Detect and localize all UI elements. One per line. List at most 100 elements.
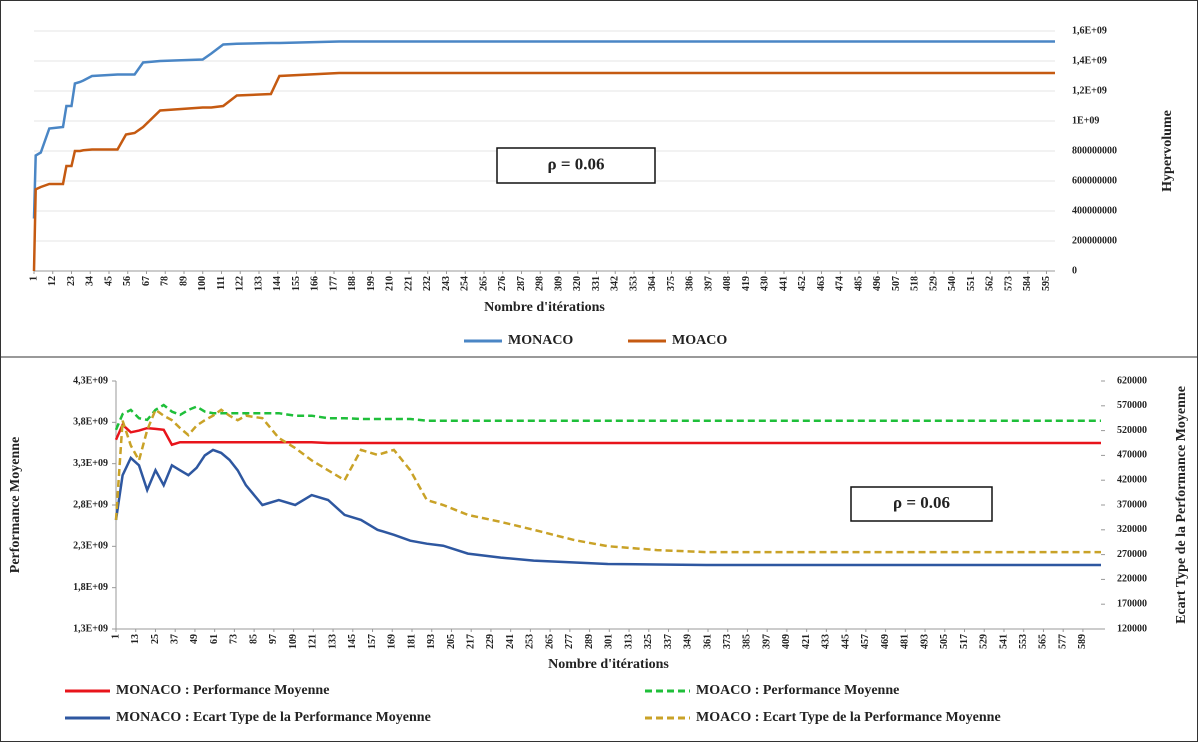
x-tick-label: 551	[966, 276, 977, 291]
legend-label: MOACO	[672, 333, 727, 348]
y2-tick-label: 620000	[1117, 375, 1147, 386]
x-tick-label: 485	[853, 276, 864, 291]
x-tick-label: 349	[683, 634, 694, 649]
x-tick-label: 277	[564, 634, 575, 649]
y-axis-label: Hypervolume	[1160, 110, 1175, 192]
x-tick-label: 573	[1003, 276, 1014, 291]
x-tick-label: 469	[880, 634, 891, 649]
x-tick-label: 452	[797, 276, 808, 291]
x-tick-label: 577	[1057, 634, 1068, 649]
x-tick-label: 320	[572, 276, 583, 291]
x-tick-label: 375	[666, 276, 677, 291]
x-tick-label: 155	[291, 276, 302, 291]
x-tick-label: 337	[663, 634, 674, 649]
x-tick-label: 419	[741, 276, 752, 291]
x-tick-label: 243	[441, 276, 452, 291]
y-tick-label: 0	[1072, 265, 1077, 276]
x-tick-label: 584	[1022, 276, 1033, 291]
series-line	[114, 403, 1101, 431]
x-tick-label: 144	[272, 276, 283, 291]
x-tick-label: 121	[308, 634, 319, 649]
x-axis-label: Nombre d'itérations	[548, 657, 669, 672]
x-tick-label: 265	[478, 276, 489, 291]
x-tick-label: 373	[722, 634, 733, 649]
x-tick-label: 595	[1041, 276, 1052, 291]
legend-label: MONACO : Ecart Type de la Performance Mo…	[116, 710, 431, 725]
x-tick-label: 232	[422, 276, 433, 291]
x-tick-label: 181	[406, 634, 417, 649]
series-line	[114, 448, 1101, 567]
x-tick-label: 25	[150, 634, 161, 644]
x-tick-label: 507	[891, 276, 902, 291]
x-tick-label: 397	[703, 276, 714, 291]
x-tick-label: 517	[959, 634, 970, 649]
legend-label: MONACO : Performance Moyenne	[116, 683, 329, 698]
x-tick-label: 199	[366, 276, 377, 291]
x-tick-label: 169	[387, 634, 398, 649]
x-tick-label: 289	[584, 634, 595, 649]
y2-tick-label: 520000	[1117, 425, 1147, 436]
x-tick-label: 474	[835, 276, 846, 291]
x-tick-label: 253	[525, 634, 536, 649]
y2-tick-label: 120000	[1117, 623, 1147, 634]
x-tick-label: 45	[103, 276, 114, 286]
x-tick-label: 421	[801, 634, 812, 649]
y-tick-label: 1,2E+09	[1072, 85, 1107, 96]
x-tick-label: 109	[288, 634, 299, 649]
annotation-box	[850, 486, 993, 522]
x-tick-label: 229	[485, 634, 496, 649]
legend-label: MOACO : Performance Moyenne	[696, 683, 899, 698]
x-tick-label: 361	[702, 634, 713, 649]
x-tick-label: 589	[1077, 634, 1088, 649]
y-tick-label: 800000000	[1072, 145, 1117, 156]
x-tick-label: 177	[328, 276, 339, 291]
x-tick-label: 122	[235, 276, 246, 291]
y2-tick-label: 270000	[1117, 549, 1147, 560]
x-tick-label: 441	[778, 276, 789, 291]
x-tick-label: 100	[197, 276, 208, 291]
x-tick-label: 445	[840, 634, 851, 649]
y-tick-label: 1,4E+09	[1072, 55, 1107, 66]
x-tick-label: 313	[623, 634, 634, 649]
y2-axis-label: Ecart Type de la Performance Moyenne	[1174, 386, 1189, 624]
y-tick-label: 3,3E+09	[73, 458, 108, 469]
series-line	[32, 40, 1055, 219]
x-tick-label: 73	[229, 634, 240, 644]
x-tick-label: 49	[189, 634, 200, 644]
legend-label: MOACO : Ecart Type de la Performance Moy…	[696, 710, 1001, 725]
y2-tick-label: 370000	[1117, 499, 1147, 510]
x-tick-label: 56	[122, 276, 133, 286]
x-tick-label: 37	[169, 634, 180, 644]
series-line	[114, 422, 1101, 447]
x-tick-label: 457	[860, 634, 871, 649]
x-tick-label: 97	[268, 634, 279, 644]
x-tick-label: 13	[130, 634, 141, 644]
x-tick-label: 157	[367, 634, 378, 649]
x-tick-label: 188	[347, 276, 358, 291]
x-tick-label: 89	[178, 276, 189, 286]
x-tick-label: 276	[497, 276, 508, 291]
y2-tick-label: 170000	[1117, 598, 1147, 609]
x-tick-label: 287	[516, 276, 527, 291]
y-tick-label: 1,6E+09	[1072, 25, 1107, 36]
x-tick-label: 433	[821, 634, 832, 649]
y-axis-label: Performance Moyenne	[8, 437, 23, 573]
x-tick-label: 309	[553, 276, 564, 291]
x-tick-label: 463	[816, 276, 827, 291]
x-tick-label: 505	[939, 634, 950, 649]
x-tick-label: 386	[685, 276, 696, 291]
x-tick-label: 331	[591, 276, 602, 291]
x-tick-label: 342	[610, 276, 621, 291]
y-tick-label: 400000000	[1072, 205, 1117, 216]
x-tick-label: 133	[253, 276, 264, 291]
legend-label: MONACO	[508, 333, 573, 348]
x-tick-label: 111	[216, 276, 227, 290]
x-axis-label: Nombre d'itérations	[484, 300, 605, 315]
x-tick-label: 61	[209, 634, 220, 644]
x-tick-label: 409	[781, 634, 792, 649]
x-tick-label: 540	[947, 276, 958, 291]
annotation: ρ = 0.06	[893, 493, 950, 512]
